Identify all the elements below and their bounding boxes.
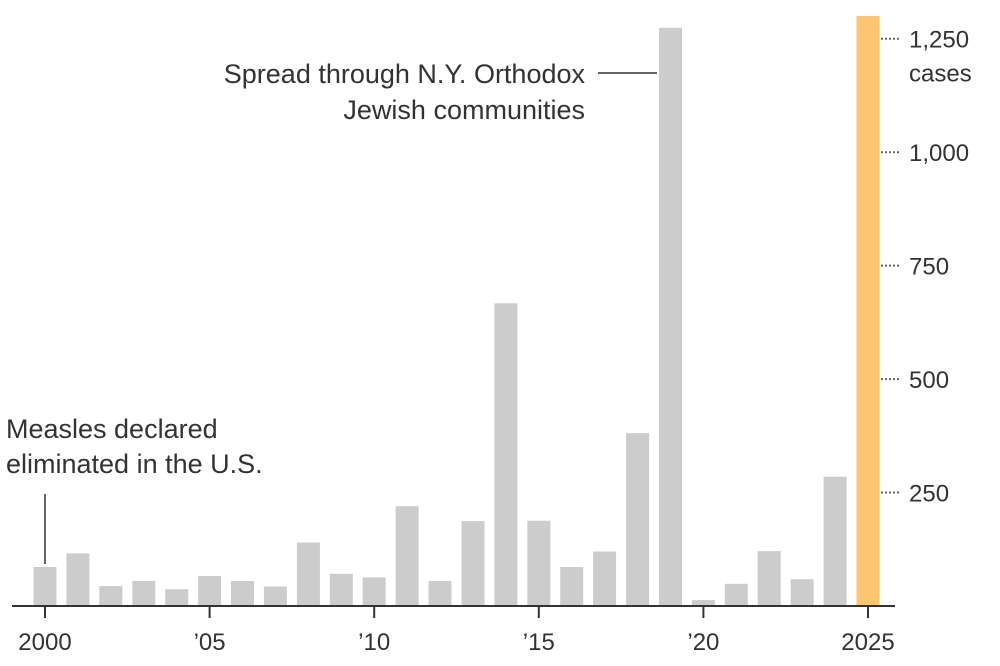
bar-2014 [494,303,518,606]
bar-2001 [66,553,90,606]
bar-2025-highlight [856,16,880,606]
y-tick-label: 1,250 [909,27,969,54]
annotation-elimination-line-2: eliminated in the U.S. [6,449,263,479]
bar-2005 [198,576,222,606]
annotation-elimination-line-1: Measles declared [6,414,218,444]
x-axis: 2000 ’05 ’10 ’15 ’20 2025 [12,605,895,656]
bars-group [33,16,880,607]
y-tick-label: 750 [909,254,949,281]
bar-2012 [428,581,452,606]
bar-2013 [461,521,485,606]
bar-2015 [527,520,551,606]
y-tick-label: 1,000 [909,140,969,167]
bar-2004 [165,589,189,606]
y-axis: 250 500 750 1,000 1,250 cases [881,27,972,508]
x-tick-label: ’05 [194,629,226,656]
bar-2003 [132,581,156,606]
x-tick-label: ’20 [687,629,719,656]
x-tick-label: ’15 [523,629,555,656]
annotation-outbreak-line-2: Jewish communities [343,95,585,125]
bar-2007 [263,586,287,606]
annotation-outbreak-line-1: Spread through N.Y. Orthodox [224,59,586,89]
bar-2018 [626,433,650,606]
y-tick-label: 500 [909,367,949,394]
x-tick-label: 2025 [841,629,894,656]
bar-2006 [231,581,254,606]
bar-2020 [691,600,715,606]
bar-2022 [757,551,781,606]
y-unit-label: cases [909,61,972,88]
bar-2024 [823,476,847,606]
bar-2009 [329,573,353,606]
bar-2010 [362,577,386,606]
bar-2000 [33,567,57,606]
y-tick-label: 250 [909,481,949,508]
bar-2019 [659,27,682,607]
bar-2002 [99,586,123,606]
bar-2008 [296,542,320,606]
x-tick-label: 2000 [18,629,71,656]
bar-2023 [790,579,814,606]
bar-2016 [560,567,584,606]
bar-2021 [724,583,748,606]
annotations-group: Measles declared eliminated in the U.S. Sp… [6,59,657,564]
bar-2017 [593,551,617,606]
bar-2011 [395,506,419,606]
x-tick-label: ’10 [358,629,390,656]
